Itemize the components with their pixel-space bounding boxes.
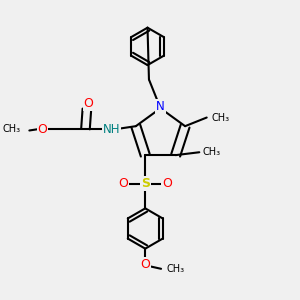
Text: CH₃: CH₃ (3, 124, 21, 134)
Text: O: O (38, 122, 47, 136)
Text: NH: NH (103, 122, 120, 136)
Text: S: S (141, 177, 150, 190)
Text: O: O (162, 177, 172, 190)
Text: CH₃: CH₃ (211, 112, 229, 122)
Text: O: O (119, 177, 129, 190)
Text: CH₃: CH₃ (203, 147, 221, 157)
Text: N: N (156, 100, 165, 113)
Text: O: O (83, 97, 93, 110)
Text: O: O (140, 258, 150, 271)
Text: CH₃: CH₃ (167, 264, 185, 274)
